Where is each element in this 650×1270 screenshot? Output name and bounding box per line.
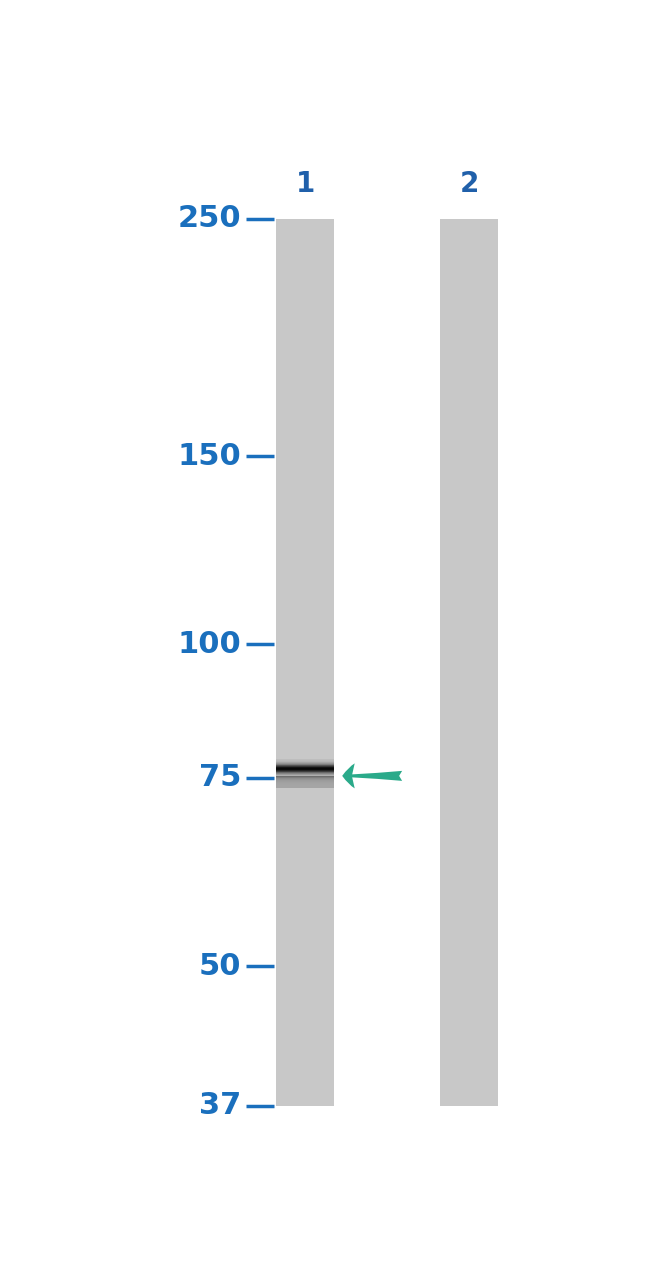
Text: 150: 150 [177,442,241,471]
Bar [440,218,498,1106]
Text: 250: 250 [177,204,241,234]
Text: 37: 37 [199,1091,241,1120]
Text: 1: 1 [296,170,315,198]
Text: 100: 100 [177,630,241,659]
Bar [276,218,334,1106]
Text: 50: 50 [199,951,241,980]
Text: 2: 2 [460,170,479,198]
Text: 75: 75 [199,763,241,792]
